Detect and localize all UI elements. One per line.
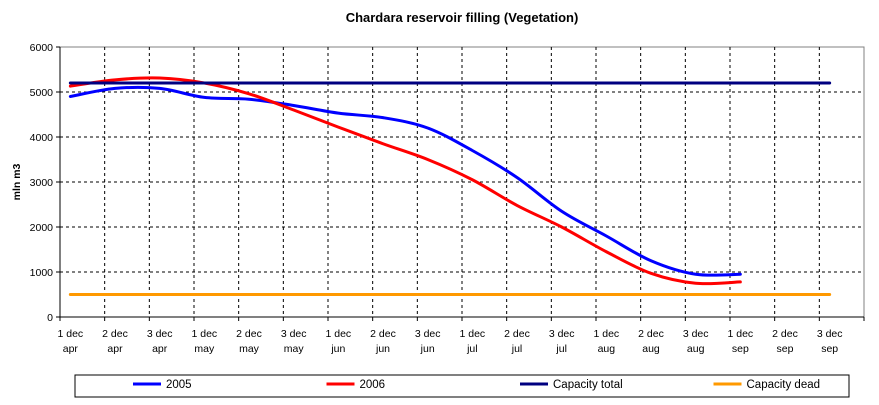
x-tick-label: 2 dec jul xyxy=(504,328,530,355)
x-tick-label: 3 dec jun xyxy=(415,328,441,355)
y-tick-label: 5000 xyxy=(30,87,54,99)
x-tick-label: 1 dec aug xyxy=(593,328,619,355)
legend-label: 2005 xyxy=(166,379,192,391)
x-tick-label: 3 dec aug xyxy=(683,328,709,355)
x-tick-label: 1 dec sep xyxy=(727,328,753,355)
x-tick-label: 2 dec jun xyxy=(370,328,396,355)
y-axis-label: mln m3 xyxy=(11,163,23,200)
x-tick-label: 3 dec apr xyxy=(147,328,173,355)
x-tick-label: 1 dec jun xyxy=(325,328,351,355)
legend-label: Capacity dead xyxy=(747,379,821,391)
grid xyxy=(60,47,864,317)
x-tick-label: 3 dec jul xyxy=(549,328,575,355)
y-tick-label: 6000 xyxy=(30,42,54,54)
y-tick-label: 2000 xyxy=(30,222,54,234)
y-tick-label: 1000 xyxy=(30,267,54,279)
y-tick-label: 0 xyxy=(47,312,53,324)
x-tick-label: 1 dec may xyxy=(191,328,217,355)
x-tick-label: 2 dec sep xyxy=(772,328,798,355)
x-tick-label: 2 dec apr xyxy=(102,328,128,355)
chart-title: Chardara reservoir filling (Vegetation) xyxy=(346,10,579,25)
series-line-1 xyxy=(68,85,742,277)
y-tick-label: 4000 xyxy=(30,132,54,144)
y-tick-label: 3000 xyxy=(30,177,54,189)
x-tick-label: 2 dec may xyxy=(236,328,262,355)
x-tick-label: 3 dec sep xyxy=(817,328,843,355)
legend: 2005 2006 Capacity total Capacity dead xyxy=(133,379,820,391)
x-tick-label: 1 dec apr xyxy=(57,328,83,355)
x-tick-label: 2 dec aug xyxy=(638,328,664,355)
legend-label: Capacity total xyxy=(553,379,623,391)
x-tick-label: 3 dec may xyxy=(281,328,307,355)
series-lines xyxy=(68,76,832,296)
x-tick-label: 1 dec jul xyxy=(459,328,485,355)
legend-label: 2006 xyxy=(360,379,386,391)
legend-box xyxy=(74,374,850,398)
axes: 0 1000 2000 3000 4000 5000 6000 1 dec apr 2 dec ap… xyxy=(30,42,865,355)
series-line-2 xyxy=(68,76,742,286)
